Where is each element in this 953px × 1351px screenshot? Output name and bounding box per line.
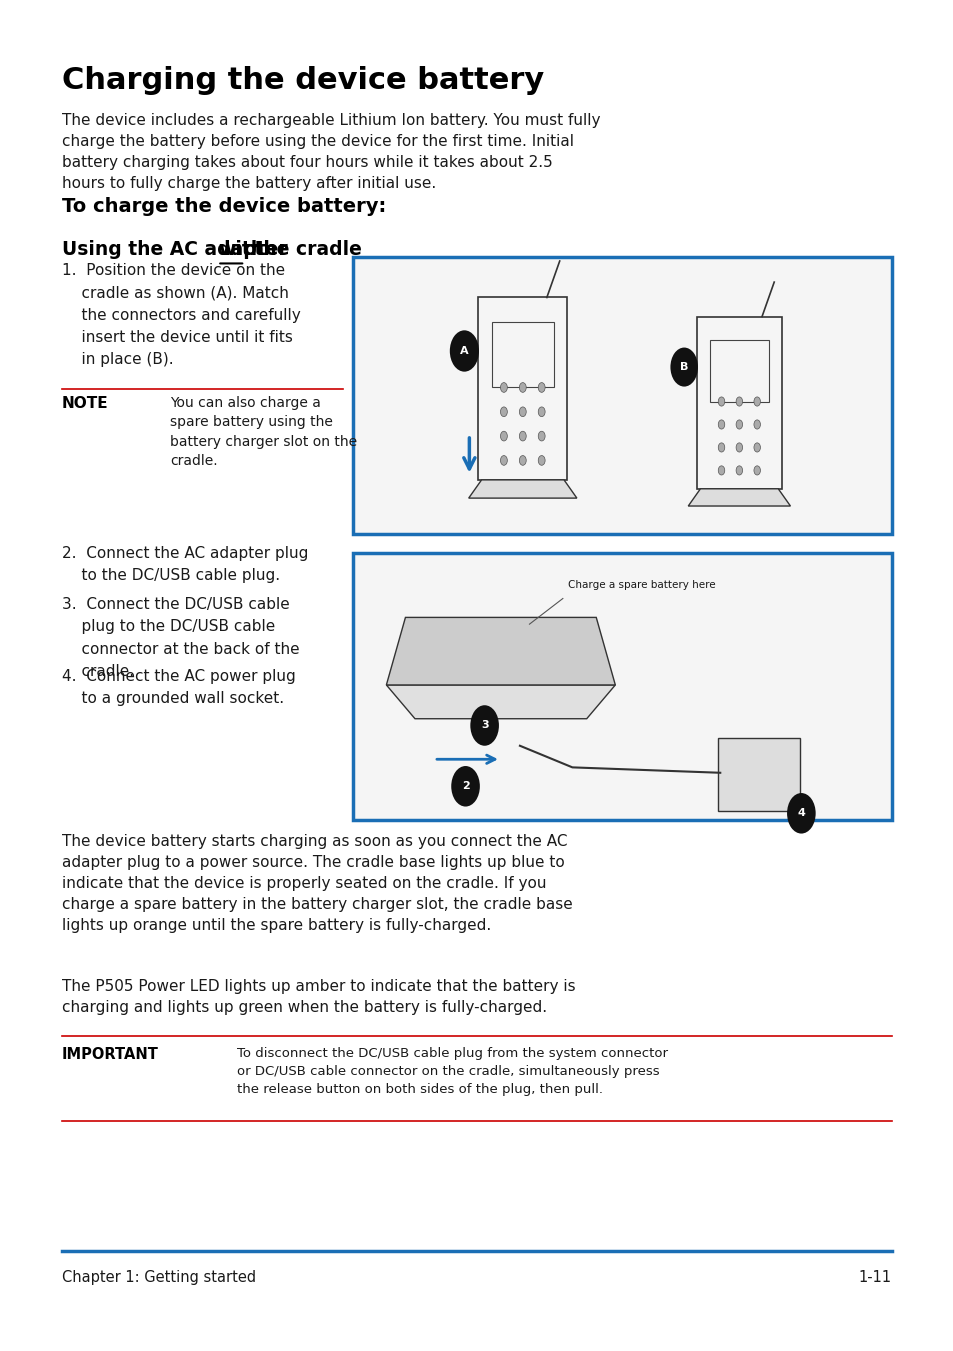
Text: NOTE: NOTE (62, 396, 109, 411)
Circle shape (753, 466, 760, 476)
Circle shape (670, 347, 698, 386)
Text: Using the AC adapter: Using the AC adapter (62, 240, 294, 259)
Circle shape (718, 443, 724, 453)
Circle shape (718, 466, 724, 476)
Circle shape (753, 420, 760, 430)
FancyBboxPatch shape (353, 553, 891, 820)
FancyBboxPatch shape (353, 257, 891, 534)
Text: Chapter 1: Getting started: Chapter 1: Getting started (62, 1270, 255, 1285)
Text: 3: 3 (480, 720, 488, 731)
Text: B: B (679, 362, 688, 372)
Polygon shape (386, 617, 615, 685)
Text: The device includes a rechargeable Lithium Ion battery. You must fully
charge th: The device includes a rechargeable Lithi… (62, 113, 599, 192)
Circle shape (500, 407, 507, 416)
Text: The P505 Power LED lights up amber to indicate that the battery is
charging and : The P505 Power LED lights up amber to in… (62, 979, 575, 1016)
Circle shape (451, 766, 479, 807)
Polygon shape (386, 685, 615, 719)
Circle shape (786, 793, 815, 834)
Text: To disconnect the DC/USB cable plug from the system connector
or DC/USB cable co: To disconnect the DC/USB cable plug from… (236, 1047, 667, 1096)
Text: You can also charge a
spare battery using the
battery charger slot on the
cradle: You can also charge a spare battery usin… (170, 396, 356, 469)
Text: 2.  Connect the AC adapter plug
    to the DC/USB cable plug.: 2. Connect the AC adapter plug to the DC… (62, 546, 308, 584)
Text: 3.  Connect the DC/USB cable
    plug to the DC/USB cable
    connector at the b: 3. Connect the DC/USB cable plug to the … (62, 597, 299, 678)
Circle shape (500, 431, 507, 440)
Circle shape (718, 420, 724, 430)
Circle shape (736, 466, 741, 476)
Circle shape (518, 455, 526, 465)
Circle shape (470, 705, 498, 746)
Text: Charging the device battery: Charging the device battery (62, 66, 544, 95)
Circle shape (736, 443, 741, 453)
Text: 1-11: 1-11 (858, 1270, 891, 1285)
Circle shape (537, 455, 544, 465)
Circle shape (753, 397, 760, 407)
Circle shape (736, 420, 741, 430)
Circle shape (736, 397, 741, 407)
Circle shape (518, 382, 526, 392)
Polygon shape (468, 480, 577, 499)
Text: with: with (218, 240, 264, 259)
Circle shape (518, 407, 526, 416)
Circle shape (537, 382, 544, 392)
Text: 2: 2 (461, 781, 469, 792)
Text: The device battery starts charging as soon as you connect the AC
adapter plug to: The device battery starts charging as so… (62, 834, 572, 932)
Text: A: A (459, 346, 468, 357)
Circle shape (500, 382, 507, 392)
Circle shape (718, 397, 724, 407)
Text: the cradle: the cradle (248, 240, 361, 259)
Circle shape (449, 331, 478, 372)
Circle shape (518, 431, 526, 440)
Text: To charge the device battery:: To charge the device battery: (62, 197, 386, 216)
Circle shape (500, 455, 507, 465)
Circle shape (753, 443, 760, 453)
FancyBboxPatch shape (718, 738, 800, 811)
Polygon shape (687, 489, 790, 507)
Text: Charge a spare battery here: Charge a spare battery here (567, 581, 715, 590)
Text: 4.  Connect the AC power plug
    to a grounded wall socket.: 4. Connect the AC power plug to a ground… (62, 669, 295, 707)
Text: 1.  Position the device on the
    cradle as shown (A). Match
    the connectors: 1. Position the device on the cradle as … (62, 263, 300, 367)
Circle shape (537, 407, 544, 416)
Text: IMPORTANT: IMPORTANT (62, 1047, 159, 1062)
Circle shape (537, 431, 544, 440)
Text: 4: 4 (797, 808, 804, 819)
